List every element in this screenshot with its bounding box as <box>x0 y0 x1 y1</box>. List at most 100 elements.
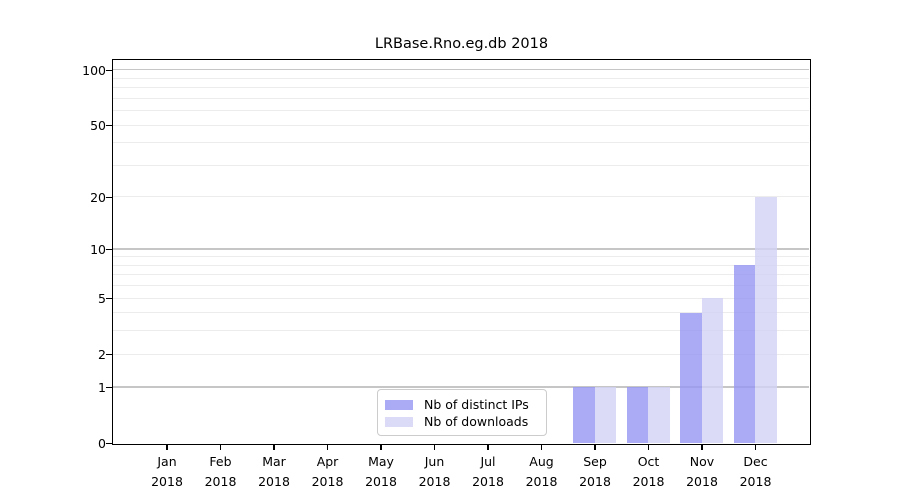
x-tick-label-feb: Feb 2018 <box>189 452 253 491</box>
chart-title: LRBase.Rno.eg.db 2018 <box>374 36 549 52</box>
x-tick-label-apr: Apr 2018 <box>296 452 360 491</box>
legend-item-downloads: Nb of downloads <box>385 414 546 431</box>
y-tick-label-20: 20 <box>90 189 106 205</box>
gridline-minor <box>113 274 809 276</box>
gridline-minor <box>113 124 809 126</box>
gridline-minor <box>113 97 809 99</box>
gridline-minor <box>113 142 809 144</box>
x-tick-month: Jan <box>157 454 177 469</box>
x-tick-year: 2018 <box>258 473 290 489</box>
y-tick-label-5: 5 <box>98 291 106 307</box>
plot-inner <box>113 60 809 443</box>
bar-distinct-ips-nov <box>680 312 702 443</box>
bar-downloads-sep <box>594 386 616 443</box>
x-tick-mark <box>273 444 275 450</box>
x-tick-year: 2018 <box>579 473 611 489</box>
gridline-minor <box>113 312 809 314</box>
x-tick-year: 2018 <box>204 473 237 489</box>
x-tick-label-jun: Jun 2018 <box>403 452 467 491</box>
x-tick-month: Jul <box>480 454 496 469</box>
legend-label-downloads: Nb of downloads <box>424 413 529 429</box>
bar-downloads-oct <box>648 386 670 443</box>
x-tick-mark <box>487 444 489 450</box>
bar-distinct-ips-oct <box>626 386 648 443</box>
y-tick-mark <box>106 69 113 71</box>
x-tick-month: Sep <box>583 454 607 469</box>
x-tick-mark <box>701 444 703 450</box>
bar-distinct-ips-dec <box>733 265 755 443</box>
y-tick-mark <box>106 386 113 389</box>
legend-swatch-downloads <box>385 416 413 427</box>
x-tick-mark <box>754 444 757 450</box>
y-tick-mark <box>106 442 113 445</box>
x-tick-label-nov: Nov 2018 <box>670 452 734 491</box>
bar-downloads-dec <box>755 196 777 443</box>
x-tick-label-sep: Sep 2018 <box>563 452 627 491</box>
x-tick-label-jan: Jan 2018 <box>135 452 199 491</box>
x-tick-month: Apr <box>316 454 339 469</box>
x-tick-month: Mar <box>262 454 286 469</box>
gridline-minor <box>113 330 809 332</box>
gridline-minor <box>113 164 809 166</box>
gridline-minor <box>113 264 809 266</box>
x-tick-mark <box>380 444 382 450</box>
gridline-minor <box>113 110 809 112</box>
x-tick-mark <box>433 444 436 450</box>
x-tick-year: 2018 <box>151 473 183 489</box>
x-tick-year: 2018 <box>632 473 665 489</box>
gridline-minor <box>113 87 809 89</box>
x-tick-label-jul: Jul 2018 <box>456 452 520 491</box>
y-tick-mark <box>106 124 113 127</box>
x-tick-label-mar: Mar 2018 <box>242 452 306 491</box>
legend: Nb of distinct IPs Nb of downloads <box>377 389 547 436</box>
x-tick-mark <box>540 444 543 450</box>
x-tick-month: Dec <box>743 454 768 469</box>
y-tick-mark <box>106 353 113 356</box>
x-tick-label-oct: Oct 2018 <box>617 452 681 491</box>
x-tick-label-aug: Aug 2018 <box>510 452 574 491</box>
y-tick-label-2: 2 <box>98 347 106 363</box>
bar-downloads-nov <box>701 298 723 443</box>
x-tick-year: 2018 <box>365 473 397 489</box>
gridline-major <box>113 386 809 388</box>
x-tick-mark <box>594 444 596 450</box>
gridline-minor <box>113 196 809 198</box>
legend-swatch-distinct-ips <box>385 400 413 411</box>
x-tick-month: Aug <box>529 454 554 469</box>
x-tick-year: 2018 <box>525 473 558 489</box>
legend-label-distinct-ips: Nb of distinct IPs <box>424 397 529 413</box>
x-tick-month: Nov <box>689 454 715 469</box>
y-tick-mark <box>106 297 113 300</box>
x-tick-month: Feb <box>209 454 232 469</box>
x-tick-month: Oct <box>637 454 660 469</box>
gridline-minor <box>113 285 809 287</box>
y-tick-mark <box>106 196 113 198</box>
plot-area <box>112 59 811 445</box>
x-tick-mark <box>166 444 168 450</box>
gridline-major <box>113 248 809 250</box>
y-tick-label-10: 10 <box>90 242 106 258</box>
gridline-minor <box>113 256 809 258</box>
y-tick-mark <box>106 248 113 251</box>
x-tick-month: May <box>368 454 394 469</box>
bar-distinct-ips-sep <box>573 386 595 443</box>
y-tick-label-1: 1 <box>98 379 106 395</box>
x-tick-month: Jun <box>424 454 445 469</box>
x-tick-year: 2018 <box>311 473 344 489</box>
x-tick-mark <box>219 444 222 450</box>
x-tick-label-may: May 2018 <box>349 452 413 491</box>
gridline-minor <box>113 77 809 79</box>
y-tick-label-100: 100 <box>82 62 106 78</box>
x-tick-year: 2018 <box>472 473 504 489</box>
legend-item-distinct-ips: Nb of distinct IPs <box>385 397 546 414</box>
gridline-major <box>113 69 809 71</box>
gridline-minor <box>113 297 809 299</box>
x-tick-mark <box>326 444 329 450</box>
x-tick-year: 2018 <box>686 473 718 489</box>
x-tick-year: 2018 <box>418 473 451 489</box>
x-tick-label-dec: Dec 2018 <box>724 452 788 491</box>
y-tick-label-0: 0 <box>98 436 106 451</box>
gridline-minor <box>113 353 809 355</box>
y-tick-label-50: 50 <box>90 118 106 134</box>
